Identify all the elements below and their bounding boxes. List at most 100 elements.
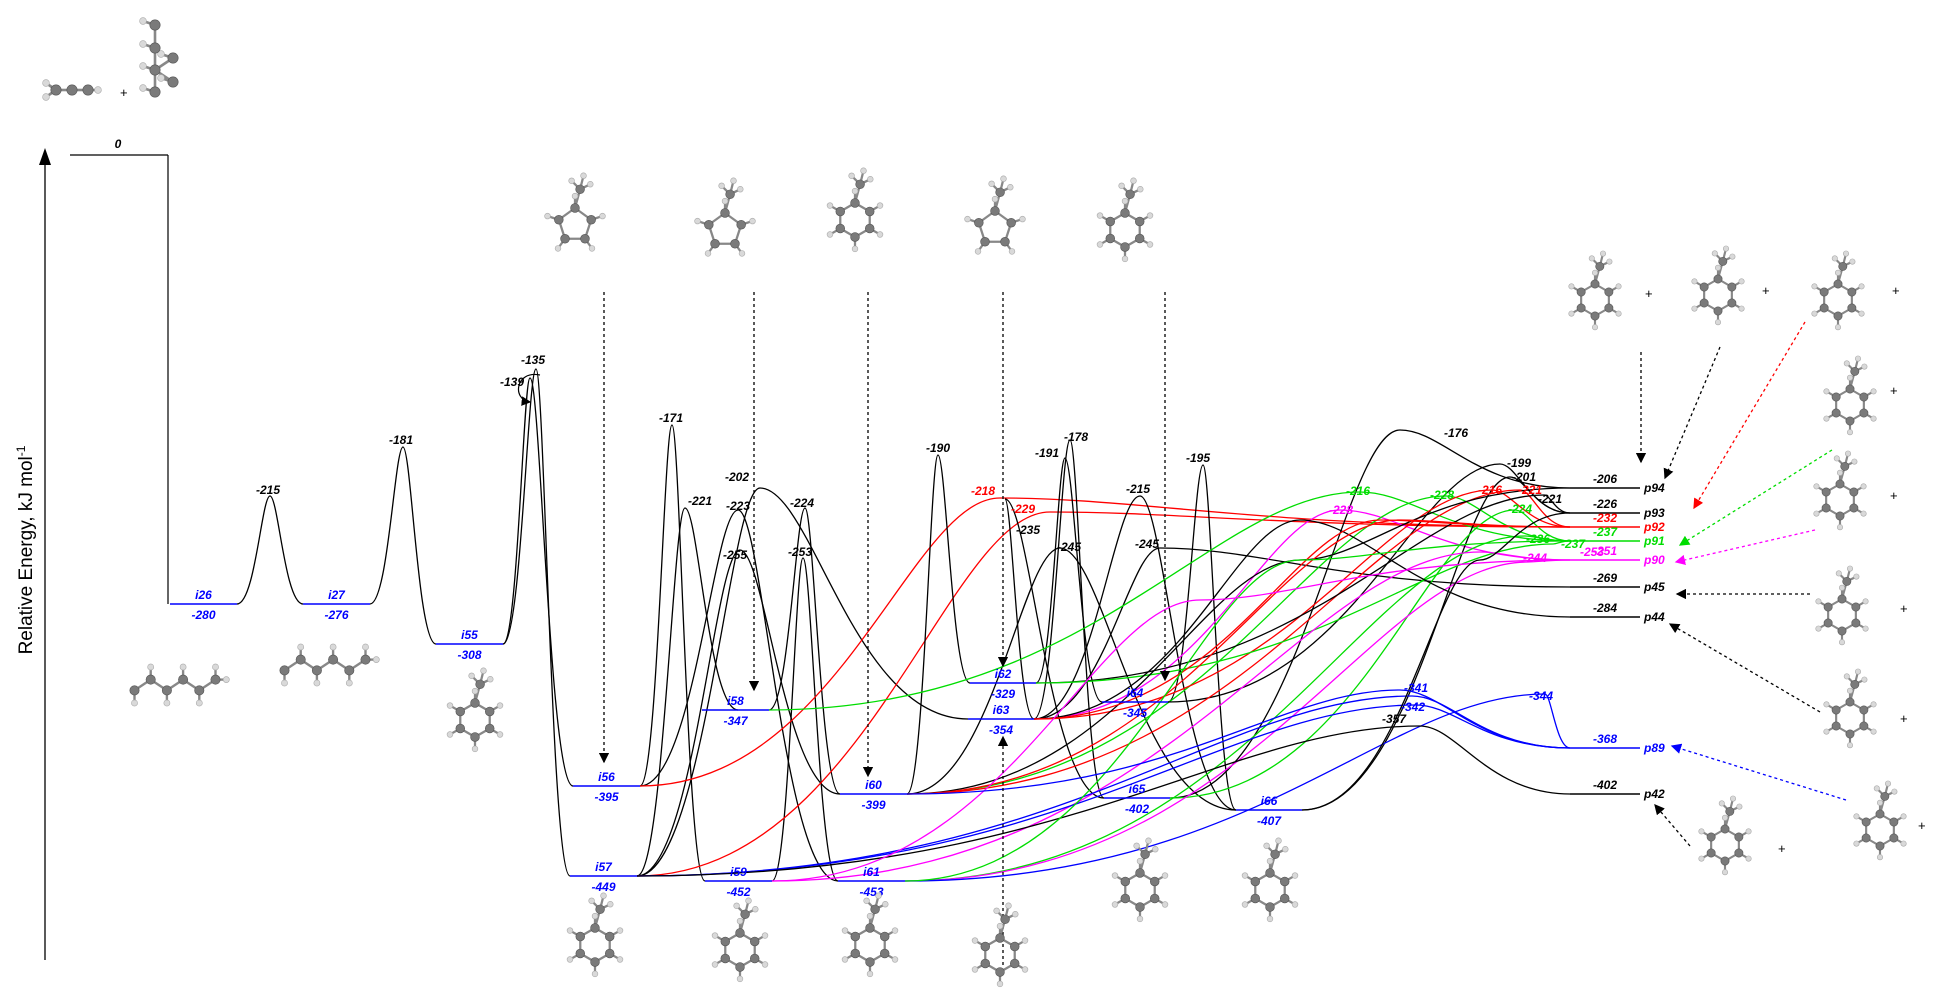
ts-energy-1: -181 — [389, 433, 413, 447]
pointer-arrow-8 — [1694, 322, 1805, 508]
molecule-i27 — [280, 644, 380, 686]
reaction-path-1 — [370, 447, 436, 644]
molecule-p94 — [1569, 251, 1622, 330]
pointer-arrow-7 — [1665, 347, 1720, 478]
structure-pointer-arrows — [604, 292, 1846, 965]
plus-sign-2: + — [1762, 283, 1770, 298]
reaction-path-9 — [637, 550, 840, 876]
pointer-arrow-12 — [1670, 624, 1820, 712]
label-i63: i63 — [993, 703, 1010, 717]
ts-energy-13: -190 — [926, 441, 950, 455]
energy-p93: -226 — [1593, 497, 1617, 511]
label-p93: p93 — [1643, 506, 1665, 520]
molecule-reactant-alkyne — [43, 80, 102, 101]
reactant-level: 0 — [70, 137, 168, 604]
pointer-arrow-14 — [1655, 805, 1690, 846]
reaction-path-0 — [237, 496, 303, 604]
label-p94: p94 — [1643, 481, 1665, 495]
molecule-i61-bottom — [842, 893, 898, 977]
plus-sign-8: + — [1778, 841, 1786, 856]
label-p44: p44 — [1643, 610, 1665, 624]
ts-energy-17: -245 — [1057, 540, 1081, 554]
ts-energy-37: -344 — [1529, 689, 1553, 703]
ts-energy-26: -201 — [1512, 470, 1536, 484]
y-axis: Relative Energy, kJ mol-1 — [14, 148, 51, 960]
ts-energy-29: -221 — [1538, 492, 1562, 506]
ts-energy-9: -255 — [723, 548, 747, 562]
molecule-p93 — [1692, 246, 1745, 325]
reaction-path-29 — [1036, 495, 1570, 683]
label-p45: p45 — [1643, 580, 1665, 594]
ts-energy-2: -139 — [500, 375, 524, 389]
molecule-p91 — [1824, 356, 1877, 435]
pointer-arrow-13 — [1672, 746, 1846, 800]
label-i56: i56 — [598, 770, 615, 784]
energy-p92: -232 — [1593, 511, 1617, 525]
label-i61: i61 — [863, 865, 880, 879]
molecule-i58-top — [695, 178, 756, 256]
energy-p45: -269 — [1593, 571, 1617, 585]
reaction-path-44 — [772, 560, 1570, 881]
plus-sign-6: + — [1900, 601, 1908, 616]
ts-energy-4: -171 — [659, 411, 683, 425]
energy-i55: -308 — [457, 648, 481, 662]
ts-energy-30: -224 — [1508, 502, 1532, 516]
energy-p44: -284 — [1593, 601, 1617, 615]
reaction-path-33 — [772, 552, 1570, 881]
molecule-p89 — [1854, 781, 1907, 860]
molecule-i63-bottom — [972, 903, 1028, 987]
pointer-arrow-10 — [1676, 530, 1815, 562]
label-i60: i60 — [865, 778, 882, 792]
label-i64: i64 — [1127, 686, 1144, 700]
ts-energy-7: -223 — [726, 499, 750, 513]
energy-i26: -280 — [191, 608, 215, 622]
energy-labels: i26 -280 i27 -276 i55 -308 i56 -395 i57 -449 i58 -3… — [191, 353, 1665, 899]
plus-sign-1: + — [1645, 286, 1653, 301]
molecule-i60-top — [827, 168, 883, 252]
molecule-i62-top — [965, 176, 1026, 254]
reaction-path-35 — [637, 696, 1570, 876]
label-p92: p92 — [1643, 520, 1665, 534]
ts-energy-0: -215 — [256, 483, 280, 497]
molecule-i56-top — [545, 173, 606, 251]
ts-energy-12: -229 — [1011, 502, 1035, 516]
ts-energy-23: -228 — [1329, 503, 1353, 517]
molecule-i26 — [130, 664, 230, 706]
molecule-p42 — [1699, 796, 1752, 875]
ts-energy-24: -228 — [1430, 488, 1454, 502]
ts-energy-34: -244 — [1523, 551, 1547, 565]
label-p91: p91 — [1643, 534, 1665, 548]
molecule-i64-top — [1097, 178, 1153, 262]
label-i66: i66 — [1261, 794, 1278, 808]
energy-i57: -449 — [591, 880, 615, 894]
molecule-i66-bottom — [1242, 838, 1298, 922]
energy-p42: -402 — [1593, 778, 1617, 792]
reactant-energy-label: 0 — [115, 137, 122, 151]
label-p42: p42 — [1643, 787, 1665, 801]
reaction-path-17 — [907, 548, 1236, 810]
ts-energy-25: -199 — [1507, 456, 1531, 470]
molecule-reactant-branched — [140, 18, 179, 98]
energy-i64: -345 — [1123, 706, 1147, 720]
molecule-p92 — [1812, 251, 1865, 330]
ts-energy-21: -176 — [1444, 426, 1468, 440]
energy-i66: -407 — [1257, 814, 1282, 828]
energy-i58: -347 — [723, 714, 748, 728]
plus-sign-0: + — [120, 85, 128, 100]
reaction-paths — [237, 369, 1570, 881]
molecule-i65-bottom — [1112, 838, 1168, 922]
reaction-path-13 — [907, 455, 970, 794]
plus-sign-9: + — [1918, 818, 1926, 833]
molecule-structures — [43, 18, 1907, 987]
label-i26: i26 — [195, 588, 212, 602]
molecule-i57-bottom — [567, 893, 623, 977]
reaction-path-28 — [907, 490, 1570, 794]
energy-i65: -402 — [1125, 802, 1149, 816]
label-p90: p90 — [1643, 553, 1665, 567]
energy-i62: -329 — [991, 687, 1015, 701]
molecule-p45 — [1816, 566, 1869, 645]
label-i59: i59 — [730, 865, 747, 879]
ts-energy-10: -253 — [788, 545, 812, 559]
molecule-p44 — [1824, 669, 1877, 748]
